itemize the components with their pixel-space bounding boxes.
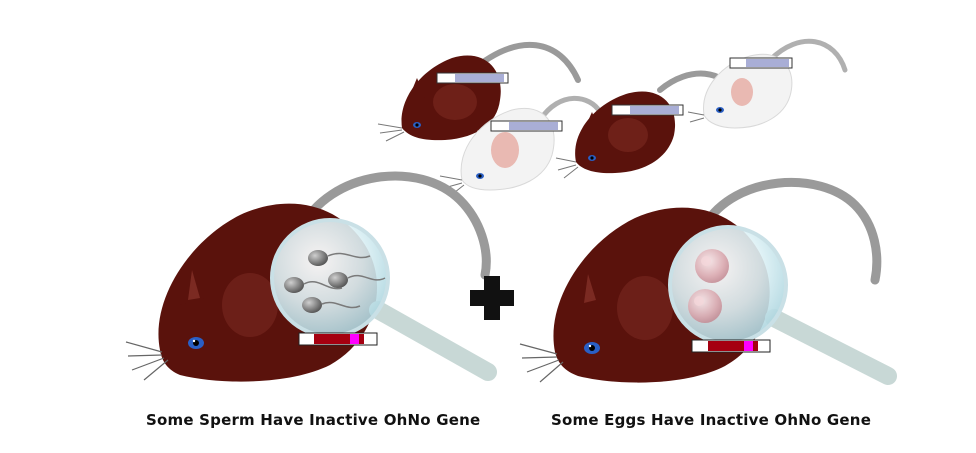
offspring-brown-mouse-2 (555, 70, 738, 179)
caption-eggs: Some Eggs Have Inactive OhNo Gene (551, 411, 872, 429)
gene-bar-male (298, 332, 378, 346)
offspring-group (377, 38, 848, 197)
offspring-white-mouse-2 (687, 38, 848, 129)
parent-female-mouse (519, 177, 897, 385)
magnifier-sperm (270, 218, 497, 381)
offspring-brown-mouse-1 (377, 41, 581, 142)
magnifier-eggs (668, 225, 897, 385)
plus-icon (470, 276, 514, 320)
sperm-cells (284, 250, 386, 313)
egg-cells (688, 249, 729, 323)
offspring-white-mouse-1 (439, 95, 603, 197)
gene-bar-female (691, 339, 771, 353)
caption-sperm: Some Sperm Have Inactive OhNo Gene (146, 411, 481, 429)
parent-male-mouse (125, 171, 497, 382)
